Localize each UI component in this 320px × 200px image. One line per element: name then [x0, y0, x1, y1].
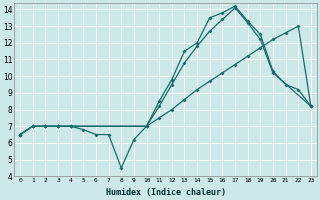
X-axis label: Humidex (Indice chaleur): Humidex (Indice chaleur): [106, 188, 226, 197]
